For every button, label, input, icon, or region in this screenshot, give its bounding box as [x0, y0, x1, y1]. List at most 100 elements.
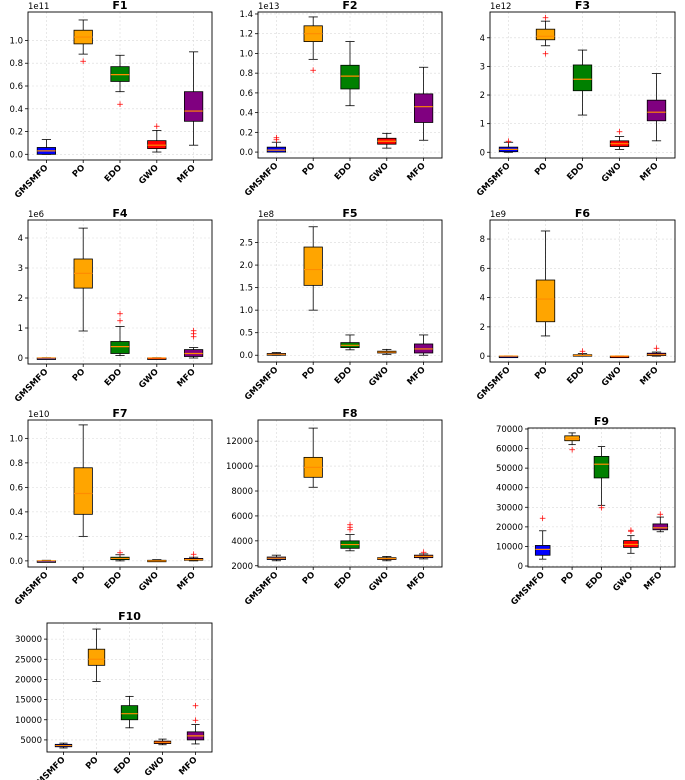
chart-panel-f5: F5 1e8 0.0 0.5 1.0 1.5 2.0 2.5 GMSMFO PO EDO GWO MFO [239, 207, 443, 403]
box-gwo: + [609, 128, 630, 150]
y-tick-label: 50000 [496, 464, 523, 474]
y-tick-label: 1.0 [9, 434, 23, 444]
y-tick-label: 6000 [231, 512, 253, 522]
y-tick-label: 0.4 [9, 105, 23, 115]
box-edo: + [110, 54, 130, 110]
axis-offset-label: 1e9 [490, 210, 506, 220]
y-tick-label: 0.2 [239, 128, 253, 138]
y-tick-label: 4 [480, 294, 485, 304]
box-iqr [87, 648, 106, 666]
x-tick-label: PO [560, 570, 577, 587]
plot-frame [489, 219, 676, 363]
x-tick-label: GMSMFO [475, 365, 513, 403]
axis-offset-label: 1e8 [258, 210, 274, 220]
box-iqr [110, 341, 130, 354]
y-tick-label: 8000 [231, 487, 253, 497]
y-tick-label: 6 [480, 264, 485, 274]
box-iqr [183, 91, 204, 122]
x-tick-label: EDO [103, 570, 124, 591]
axis-offset-label: 1e6 [28, 210, 44, 220]
y-tick-label: 0 [480, 148, 485, 158]
y-tick-label: 0.5 [239, 329, 253, 339]
box-edo [340, 41, 360, 107]
y-tick-label: 2 [480, 91, 485, 101]
outlier-marker: + [420, 548, 428, 558]
y-tick-label: 0.0 [239, 351, 253, 361]
box-gwo [147, 559, 167, 563]
x-tick-label: GMSMFO [243, 365, 281, 403]
y-tick-label: 3 [480, 62, 485, 72]
box-iqr [303, 246, 323, 286]
outlier-marker: + [116, 310, 124, 320]
box-edo: + [572, 347, 593, 357]
box-po: + [303, 16, 323, 76]
x-tick-label: PO [71, 163, 88, 180]
y-tick-label: 0.2 [9, 128, 23, 138]
y-tick-label: 0 [18, 354, 23, 364]
box-mfo: ++ [186, 702, 205, 745]
outlier-marker: + [190, 329, 198, 339]
y-tick-label: 2 [18, 294, 23, 304]
x-tick-label: PO [301, 161, 318, 178]
x-tick-label: PO [301, 365, 318, 382]
outlier-marker: + [346, 523, 354, 533]
x-tick-label: GMSMFO [30, 755, 68, 780]
outlier-marker: + [190, 332, 198, 342]
plot-frame [257, 419, 443, 568]
chart-title: F3 [575, 0, 590, 12]
box-gwo [147, 357, 167, 360]
x-tick-label: GWO [367, 570, 391, 594]
box-iqr [534, 545, 551, 556]
box-po: + [564, 432, 580, 456]
x-tick-label: MFO [405, 161, 427, 183]
y-tick-label: 1.5 [239, 284, 253, 294]
plot-frame [46, 622, 213, 753]
box-po [535, 230, 556, 337]
chart-panel-f9: F9010000200003000040000500006000070000++… [496, 415, 676, 608]
box-iqr [652, 523, 669, 531]
outlier-marker: + [627, 527, 635, 537]
outlier-marker: + [192, 716, 200, 726]
y-tick-label: 20000 [496, 523, 523, 533]
chart-title: F2 [342, 0, 357, 12]
chart-panel-f10: F1050001000015000200002500030000++GMSMFO… [15, 610, 213, 780]
box-gwo: ++ [623, 526, 639, 554]
x-tick-label: GMSMFO [475, 161, 513, 199]
box-iqr [413, 93, 434, 123]
y-tick-label: 0 [518, 562, 523, 572]
box-gwo [377, 348, 397, 355]
chart-panel-f7: F7 1e10 0.0 0.2 0.4 0.6 0.8 1.0 + + GMSMFO PO EDO GWO… [9, 407, 213, 608]
x-tick-label: PO [533, 161, 550, 178]
x-tick-label: GMSMFO [13, 163, 51, 201]
y-tick-label: 3 [18, 264, 23, 274]
y-tick-label: 0.6 [9, 82, 23, 92]
outlier-marker: + [616, 128, 624, 138]
box-iqr [593, 455, 610, 479]
x-tick-label: MFO [642, 570, 664, 592]
y-tick-label: 40000 [496, 484, 523, 494]
plot-frame [27, 11, 213, 161]
y-tick-label: 25000 [15, 655, 42, 665]
x-tick-label: EDO [565, 161, 586, 182]
y-tick-label: 0.8 [9, 459, 23, 469]
y-tick-label: 5000 [20, 736, 42, 746]
chart-title: F10 [118, 610, 141, 623]
box-mfo: +++ [183, 326, 204, 359]
chart-title: F6 [575, 207, 591, 220]
x-tick-label: EDO [112, 755, 133, 776]
outlier-marker: + [598, 503, 606, 513]
y-tick-label: 0.2 [9, 532, 23, 542]
y-tick-label: 1.0 [239, 49, 253, 59]
x-tick-label: GMSMFO [13, 367, 51, 405]
box-gmsmfo: + [498, 137, 519, 153]
y-tick-label: 10000 [226, 462, 253, 472]
x-tick-label: GWO [611, 570, 635, 594]
box-mfo: + [652, 510, 669, 533]
box-mfo: + [646, 344, 667, 357]
y-tick-label: 0.8 [239, 69, 253, 79]
plot-frame [27, 219, 213, 365]
outlier-marker: + [539, 514, 547, 524]
